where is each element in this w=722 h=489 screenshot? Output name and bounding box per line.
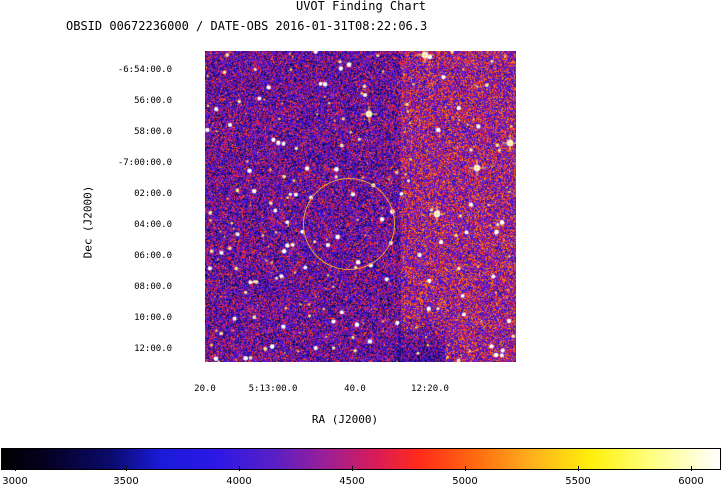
colorbar-tick [578,466,579,471]
x-axis-label: RA (J2000) [311,413,379,426]
colorbar-label: 4000 [226,476,252,487]
x-tick-label: 20.0 [194,384,216,394]
chart-title: UVOT Finding Chart [295,0,427,13]
y-axis-label: Dec (J2000) [81,185,95,259]
colorbar-tick [239,466,240,471]
source-region-circle [303,178,395,270]
y-tick-label: 04:00.0 [134,220,172,230]
chart-subtitle: OBSID 00672236000 / DATE-OBS 2016-01-31T… [66,19,428,33]
x-tick-label: 5:13:00.0 [248,384,298,394]
colorbar-tick [126,466,127,471]
x-tick-label: 12:20.0 [411,384,449,394]
colorbar-tick [352,466,353,471]
colorbar-label: 5000 [452,476,478,487]
colorbar-label: 3500 [113,476,139,487]
y-tick-label: 58:00.0 [134,127,172,137]
y-tick-label: 02:00.0 [134,189,172,199]
colorbar-tick [15,466,16,471]
colorbar-label: 6000 [678,476,704,487]
y-tick-label: -7:00:00.0 [117,158,172,168]
x-tick-label: 40.0 [344,384,366,394]
colorbar-tick [691,466,692,471]
colorbar-label: 3000 [2,476,28,487]
colorbar-label: 5500 [565,476,591,487]
colorbar-label: 4500 [339,476,365,487]
y-tick-label: 06:00.0 [134,251,172,261]
colorbar-tick [465,466,466,471]
y-tick-label: 12:00.0 [134,344,172,354]
y-tick-label: 08:00.0 [134,282,172,292]
y-tick-label: 10:00.0 [134,313,172,323]
y-tick-label: -6:54:00.0 [117,65,172,75]
y-tick-label: 56:00.0 [134,96,172,106]
colorbar [1,448,721,470]
